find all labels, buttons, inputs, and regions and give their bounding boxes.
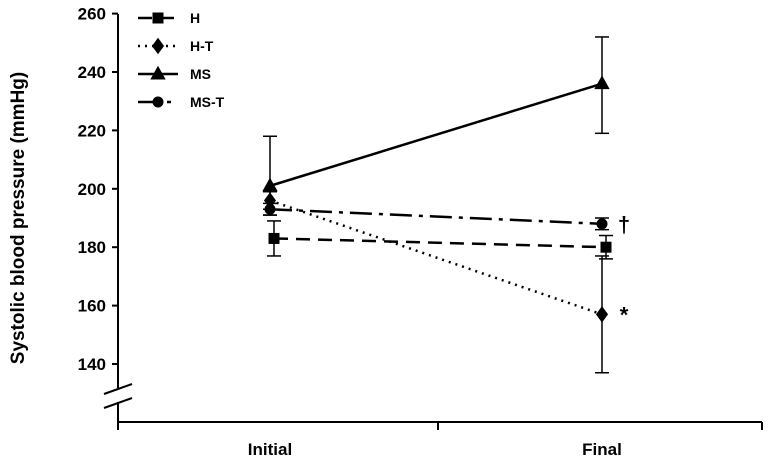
annotations: †*	[618, 212, 630, 328]
legend-marker-h	[152, 12, 164, 24]
legend-item-ms: MS	[138, 65, 211, 82]
legend-marker-ms	[150, 65, 166, 80]
y-tick-label: 260	[78, 5, 106, 24]
y-axis-label: Systolic blood pressure (mmHg)	[8, 72, 29, 364]
legend-item-h-t: H-T	[138, 37, 214, 55]
y-tick-label: 140	[78, 355, 106, 374]
y-tick-label: 220	[78, 121, 106, 140]
y-axis-ticks: 140 160 180 200 220 240 260	[78, 5, 118, 374]
x-tick-label: Initial	[248, 440, 292, 459]
data-point-ms-t	[264, 203, 276, 215]
legend-item-h: H	[138, 10, 200, 26]
significance-marker: *	[620, 302, 629, 327]
data-point-h-t	[263, 192, 277, 209]
y-tick-label: 180	[78, 238, 106, 257]
legend-label: H-T	[190, 38, 214, 54]
legend-marker-h-t	[151, 37, 165, 55]
series-line-ms	[269, 82, 603, 188]
series-lines	[269, 82, 607, 316]
series-line-h	[273, 237, 607, 249]
legend: H H-T MS MS-T	[138, 10, 225, 110]
legend-label: H	[190, 10, 200, 26]
x-axis-ticks: Initial Final	[248, 440, 622, 459]
significance-marker: †	[618, 212, 630, 237]
y-tick-label: 160	[78, 297, 106, 316]
data-point-ms	[262, 177, 278, 192]
axis-break-mark	[103, 383, 133, 395]
legend-label: MS	[190, 66, 211, 82]
data-point-ms-t	[596, 218, 608, 230]
data-point-h	[268, 232, 280, 244]
legend-item-ms-t: MS-T	[138, 94, 225, 110]
y-tick-label: 200	[78, 180, 106, 199]
x-tick-label: Final	[582, 440, 622, 459]
axes	[103, 14, 763, 430]
series-markers	[262, 75, 612, 323]
series-line-ms-t	[269, 207, 603, 226]
y-tick-label: 240	[78, 63, 106, 82]
axis-break-mark	[103, 397, 133, 409]
data-point-h	[600, 241, 612, 253]
legend-marker-ms-t	[152, 96, 164, 108]
legend-label: MS-T	[190, 94, 225, 110]
data-point-h-t	[595, 306, 609, 323]
data-point-ms	[594, 75, 610, 90]
series-line-h-t	[269, 199, 603, 316]
error-bars	[263, 36, 613, 374]
